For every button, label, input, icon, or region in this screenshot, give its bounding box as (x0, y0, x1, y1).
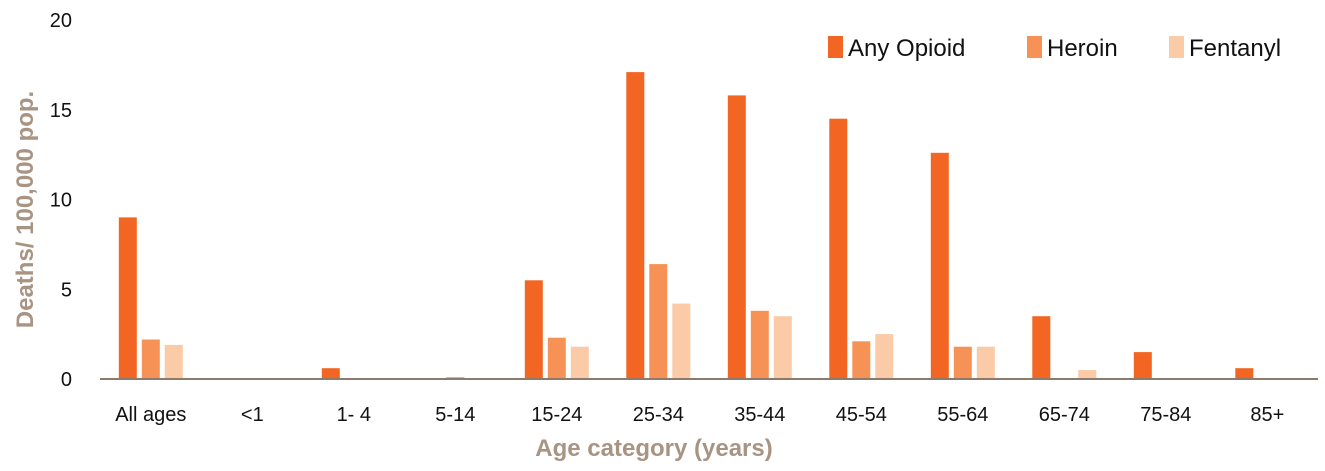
x-tick-label: 85+ (1250, 404, 1284, 426)
legend-label: Fentanyl (1189, 35, 1281, 62)
x-tick-label: 25-34 (633, 404, 684, 426)
bar-any-opioid (930, 152, 949, 379)
bar-heroin (547, 337, 566, 379)
legend-label: Any Opioid (848, 35, 965, 62)
x-axis-ticks: All ages <1 1- 4 5-14 15-24 25-34 35-44 45-54 55… (115, 404, 1284, 426)
bar-any-opioid (626, 72, 645, 379)
bar-heroin (141, 339, 160, 379)
bar-fentanyl (672, 303, 691, 379)
legend-swatch (828, 36, 843, 58)
bar-heroin (852, 341, 871, 379)
bar-any-opioid (829, 118, 848, 379)
legend: Any Opioid Heroin Fentanyl (828, 35, 1281, 62)
bar-any-opioid (1133, 352, 1152, 379)
x-tick-label: 45-54 (836, 404, 887, 426)
y-tick-label: 20 (50, 10, 72, 32)
y-tick-label: 15 (50, 100, 72, 122)
y-tick-label: 10 (50, 190, 72, 212)
bar-heroin (750, 310, 769, 379)
x-tick-label: 55-64 (937, 404, 988, 426)
y-tick-label: 5 (61, 279, 72, 301)
x-tick-label: 35-44 (734, 404, 785, 426)
bar-any-opioid (321, 368, 340, 379)
legend-swatch (1169, 36, 1184, 58)
y-tick-label: 0 (61, 369, 72, 391)
bars (118, 72, 1254, 380)
x-tick-label: 5-14 (435, 404, 475, 426)
y-axis-title: Deaths/ 100,000 pop. (12, 91, 39, 328)
legend-swatch (1027, 36, 1042, 58)
x-tick-label: 65-74 (1039, 404, 1090, 426)
x-tick-label: 75-84 (1140, 404, 1191, 426)
bar-any-opioid (1235, 368, 1254, 379)
bar-fentanyl (875, 334, 894, 379)
x-tick-label: 1- 4 (337, 404, 371, 426)
x-tick-label: All ages (115, 404, 186, 426)
bar-fentanyl (570, 346, 589, 379)
x-tick-label: <1 (241, 404, 264, 426)
bar-any-opioid (1032, 316, 1051, 379)
x-tick-label: 15-24 (531, 404, 582, 426)
bar-any-opioid (727, 95, 746, 380)
bar-heroin (649, 264, 668, 379)
bar-fentanyl (773, 316, 792, 379)
bar-fentanyl (164, 344, 183, 379)
bar-any-opioid (524, 280, 543, 379)
bar-fentanyl (976, 346, 995, 379)
y-axis-ticks: 0 5 10 15 20 (50, 10, 72, 391)
x-axis-title: Age category (years) (535, 435, 772, 462)
bar-any-opioid (118, 217, 137, 379)
legend-label: Heroin (1047, 35, 1118, 62)
bar-fentanyl (1078, 370, 1097, 379)
bar-heroin (953, 346, 972, 379)
